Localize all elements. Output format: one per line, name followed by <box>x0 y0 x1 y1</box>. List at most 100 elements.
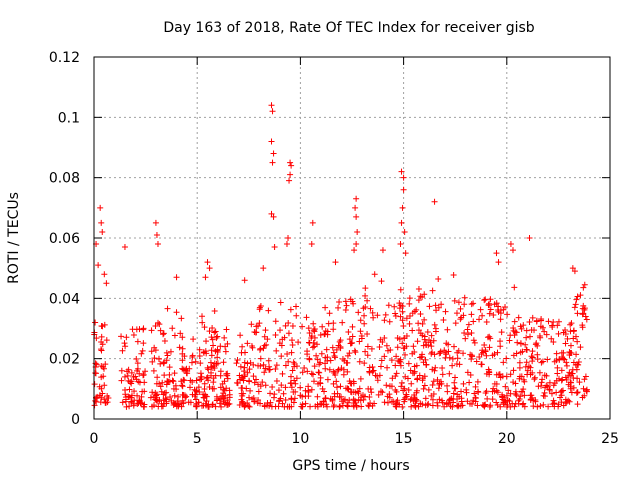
data-point <box>554 364 561 371</box>
data-point <box>422 395 429 402</box>
data-point <box>291 395 298 402</box>
data-point <box>560 355 567 362</box>
data-point <box>273 347 280 354</box>
data-point <box>510 367 517 374</box>
data-point <box>119 399 126 406</box>
data-point <box>406 300 413 307</box>
data-point <box>272 318 279 325</box>
data-point <box>436 396 443 403</box>
data-point <box>329 344 336 351</box>
data-point <box>269 108 276 115</box>
data-point <box>308 370 315 377</box>
data-point <box>211 365 218 372</box>
data-point <box>502 383 509 390</box>
data-point <box>521 378 528 385</box>
data-point <box>218 403 225 410</box>
data-point <box>452 320 459 327</box>
data-point <box>385 302 392 309</box>
data-point <box>534 356 541 363</box>
data-point <box>304 368 311 375</box>
data-point <box>411 394 418 401</box>
data-point <box>374 312 381 319</box>
data-point <box>400 186 407 193</box>
data-point <box>393 353 400 360</box>
data-point <box>277 327 284 334</box>
data-point <box>224 375 231 382</box>
data-point <box>553 389 560 396</box>
data-point <box>421 333 428 340</box>
data-point <box>281 334 288 341</box>
data-point <box>483 352 490 359</box>
data-point <box>134 338 141 345</box>
data-point <box>341 396 348 403</box>
data-point <box>265 307 272 314</box>
data-point <box>208 352 215 359</box>
data-point <box>331 390 338 397</box>
data-point <box>431 321 438 328</box>
data-point <box>504 311 511 318</box>
data-point <box>255 388 262 395</box>
data-point <box>101 271 108 278</box>
data-point <box>282 384 289 391</box>
data-point <box>550 339 557 346</box>
data-point <box>398 219 405 226</box>
data-point <box>211 385 218 392</box>
data-point <box>324 328 331 335</box>
data-point <box>428 392 435 399</box>
data-point <box>340 371 347 378</box>
data-point <box>528 353 535 360</box>
data-point <box>464 331 471 338</box>
data-point <box>567 350 574 357</box>
data-point <box>399 204 406 211</box>
data-point <box>128 369 135 376</box>
data-point <box>349 333 356 340</box>
data-point <box>178 315 185 322</box>
data-point <box>346 397 353 404</box>
data-point <box>583 316 590 323</box>
data-point <box>468 400 475 407</box>
data-point <box>536 369 543 376</box>
data-point <box>519 388 526 395</box>
data-point <box>444 388 451 395</box>
data-point <box>567 372 574 379</box>
data-point <box>223 326 230 333</box>
data-point <box>357 328 364 335</box>
data-point <box>156 396 163 403</box>
data-point <box>91 381 98 388</box>
data-point <box>179 350 186 357</box>
data-point <box>428 332 435 339</box>
data-point <box>455 299 462 306</box>
data-point <box>541 389 548 396</box>
data-point <box>451 297 458 304</box>
data-point <box>287 171 294 178</box>
data-point <box>314 393 321 400</box>
data-point <box>242 349 249 356</box>
data-point <box>275 387 282 394</box>
data-point <box>261 403 268 410</box>
data-point <box>410 343 417 350</box>
data-point <box>127 379 134 386</box>
data-point <box>262 327 269 334</box>
data-point <box>278 353 285 360</box>
data-point <box>458 388 465 395</box>
data-point <box>392 362 399 369</box>
data-point <box>481 297 488 304</box>
data-point <box>362 348 369 355</box>
data-point <box>273 378 280 385</box>
data-point <box>472 394 479 401</box>
data-point <box>402 351 409 358</box>
data-point <box>129 326 136 333</box>
data-point <box>399 308 406 315</box>
data-point <box>205 377 212 384</box>
data-point <box>540 401 547 408</box>
data-point <box>131 388 138 395</box>
y-tick-label: 0.04 <box>49 291 80 307</box>
data-point <box>180 376 187 383</box>
data-point <box>574 375 581 382</box>
x-axis-label: GPS time / hours <box>292 458 409 474</box>
data-point <box>122 343 129 350</box>
data-point <box>408 380 415 387</box>
data-point <box>520 400 527 407</box>
data-point <box>170 378 177 385</box>
data-point <box>246 378 253 385</box>
